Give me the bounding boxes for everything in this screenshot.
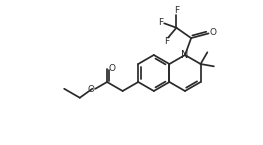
Text: F: F xyxy=(174,6,179,15)
Text: N: N xyxy=(181,50,189,60)
Text: O: O xyxy=(109,64,115,73)
Text: F: F xyxy=(165,37,170,46)
Text: O: O xyxy=(209,28,216,37)
Text: O: O xyxy=(88,85,95,94)
Text: F: F xyxy=(158,18,163,27)
